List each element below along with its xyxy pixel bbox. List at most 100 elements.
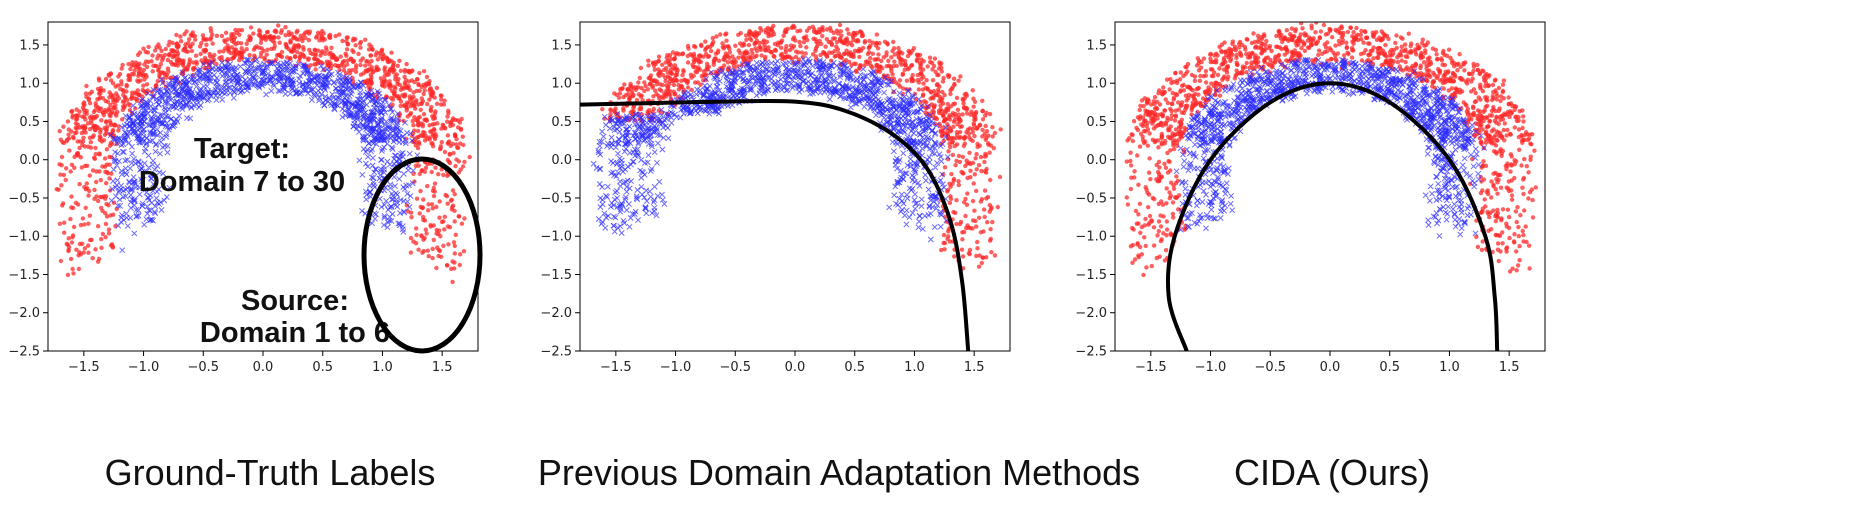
- blue-point: [634, 187, 641, 193]
- red-point: [390, 102, 395, 107]
- red-point: [892, 46, 897, 51]
- blue-point: [900, 200, 907, 207]
- blue-point: [902, 170, 909, 177]
- red-point: [395, 79, 400, 84]
- red-point: [921, 81, 926, 86]
- red-point: [431, 91, 436, 96]
- red-point: [450, 259, 455, 264]
- red-point: [439, 140, 444, 145]
- red-point: [84, 181, 90, 186]
- red-point: [135, 78, 140, 83]
- red-point: [419, 168, 425, 173]
- red-point: [721, 63, 727, 68]
- blue-point: [386, 204, 393, 211]
- red-point: [424, 74, 430, 80]
- points-layer: [590, 22, 1003, 271]
- red-point: [388, 95, 394, 101]
- red-point: [947, 113, 952, 118]
- blue-point: [863, 73, 870, 79]
- red-point: [137, 50, 143, 55]
- red-point: [347, 71, 353, 76]
- blue-point: [141, 221, 148, 228]
- red-point: [337, 32, 342, 37]
- blue-point: [122, 193, 129, 200]
- red-point: [107, 176, 112, 181]
- blue-point: [187, 115, 194, 122]
- blue-point: [289, 69, 295, 76]
- blue-point: [193, 83, 200, 90]
- blue-point: [138, 120, 145, 127]
- red-point: [150, 69, 155, 74]
- red-point: [398, 103, 403, 109]
- red-point: [430, 122, 435, 127]
- y-tick-label: −1.0: [8, 230, 40, 245]
- blue-point: [128, 143, 135, 150]
- red-point: [971, 96, 976, 101]
- red-point: [81, 100, 87, 105]
- red-point: [827, 50, 832, 55]
- red-point: [113, 84, 118, 89]
- red-point: [924, 78, 929, 83]
- blue-point: [659, 120, 665, 127]
- red-point: [976, 215, 982, 220]
- red-point: [248, 35, 253, 41]
- red-point: [214, 33, 220, 38]
- blue-point: [864, 82, 871, 89]
- blue-point: [137, 161, 144, 168]
- blue-point: [267, 76, 274, 83]
- red-point: [980, 98, 985, 104]
- blue-point: [903, 221, 910, 228]
- blue-point: [615, 169, 622, 176]
- blue-point: [741, 93, 748, 100]
- red-point: [664, 91, 669, 97]
- red-point: [642, 80, 647, 85]
- red-point: [460, 164, 466, 169]
- red-point: [150, 53, 155, 58]
- blue-point: [745, 62, 752, 69]
- red-point: [71, 271, 76, 276]
- blue-point: [890, 148, 897, 155]
- blue-point: [634, 125, 641, 132]
- blue-point: [656, 178, 663, 185]
- red-point: [971, 104, 976, 109]
- blue-point: [369, 139, 375, 146]
- red-point: [145, 50, 151, 55]
- red-point: [835, 47, 841, 52]
- red-point: [698, 82, 703, 87]
- blue-point: [145, 152, 152, 159]
- red-point: [296, 43, 302, 49]
- red-point: [638, 65, 644, 71]
- blue-point: [363, 101, 370, 108]
- red-point: [457, 262, 462, 268]
- blue-point: [846, 66, 853, 73]
- blue-point: [897, 95, 904, 102]
- blue-point: [248, 79, 255, 85]
- blue-point: [614, 111, 621, 118]
- blue-point: [404, 190, 411, 197]
- blue-point: [322, 93, 329, 100]
- red-point: [443, 192, 448, 198]
- red-point: [744, 37, 749, 42]
- red-point: [360, 56, 365, 61]
- red-point: [870, 40, 876, 45]
- blue-point: [380, 222, 387, 229]
- blue-point: [933, 205, 940, 212]
- red-point: [345, 35, 350, 40]
- blue-point: [259, 82, 266, 89]
- blue-point: [176, 113, 183, 119]
- red-point: [198, 51, 203, 57]
- blue-point: [633, 131, 640, 138]
- blue-point: [357, 79, 364, 86]
- red-point: [80, 241, 85, 246]
- blue-point: [143, 216, 150, 223]
- blue-point: [409, 180, 416, 187]
- blue-point: [388, 116, 394, 123]
- blue-point: [391, 156, 398, 162]
- red-point: [637, 75, 642, 81]
- red-point: [59, 183, 64, 188]
- red-point: [377, 50, 382, 56]
- red-point: [930, 108, 935, 114]
- red-point: [293, 54, 298, 60]
- blue-point: [386, 217, 392, 224]
- blue-point: [182, 96, 189, 103]
